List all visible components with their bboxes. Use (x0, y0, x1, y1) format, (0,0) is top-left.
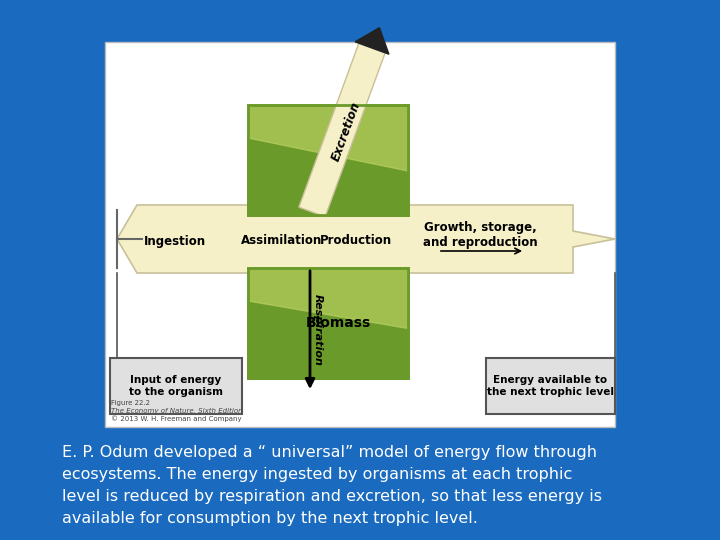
Text: level is reduced by respiration and excretion, so that less energy is: level is reduced by respiration and excr… (62, 489, 602, 504)
Text: E. P. Odum developed a “ universal” model of energy flow through: E. P. Odum developed a “ universal” mode… (62, 445, 597, 460)
Text: Figure 22.2: Figure 22.2 (111, 400, 150, 406)
Text: Biomass: Biomass (305, 316, 371, 330)
Bar (248, 105, 408, 215)
Text: ecosystems. The energy ingested by organisms at each trophic: ecosystems. The energy ingested by organ… (62, 467, 572, 482)
FancyBboxPatch shape (110, 358, 242, 414)
Polygon shape (299, 43, 385, 217)
Polygon shape (117, 205, 615, 273)
Bar (105, 42, 615, 427)
Bar (248, 268, 408, 378)
Text: Excretion: Excretion (329, 100, 363, 163)
Bar (248, 268, 408, 378)
Text: Ingestion: Ingestion (144, 234, 206, 247)
Polygon shape (248, 105, 408, 171)
Text: Assimilation: Assimilation (241, 234, 323, 247)
Polygon shape (355, 28, 389, 54)
FancyBboxPatch shape (486, 358, 615, 414)
Bar (248, 105, 408, 215)
Text: available for consumption by the next trophic level.: available for consumption by the next tr… (62, 511, 478, 526)
Text: Input of energy
to the organism: Input of energy to the organism (129, 375, 223, 397)
Text: Energy available to
the next trophic level: Energy available to the next trophic lev… (487, 375, 614, 397)
Text: © 2013 W. H. Freeman and Company: © 2013 W. H. Freeman and Company (111, 415, 242, 422)
Text: Growth, storage,
and reproduction: Growth, storage, and reproduction (423, 221, 537, 249)
Text: The Economy of Nature, Sixth Edition: The Economy of Nature, Sixth Edition (111, 408, 243, 414)
Text: Production: Production (320, 234, 392, 247)
Polygon shape (248, 268, 408, 328)
Text: Respiration: Respiration (313, 294, 323, 366)
